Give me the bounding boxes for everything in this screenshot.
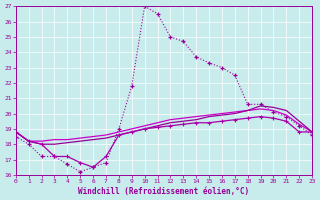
X-axis label: Windchill (Refroidissement éolien,°C): Windchill (Refroidissement éolien,°C) [78,187,250,196]
